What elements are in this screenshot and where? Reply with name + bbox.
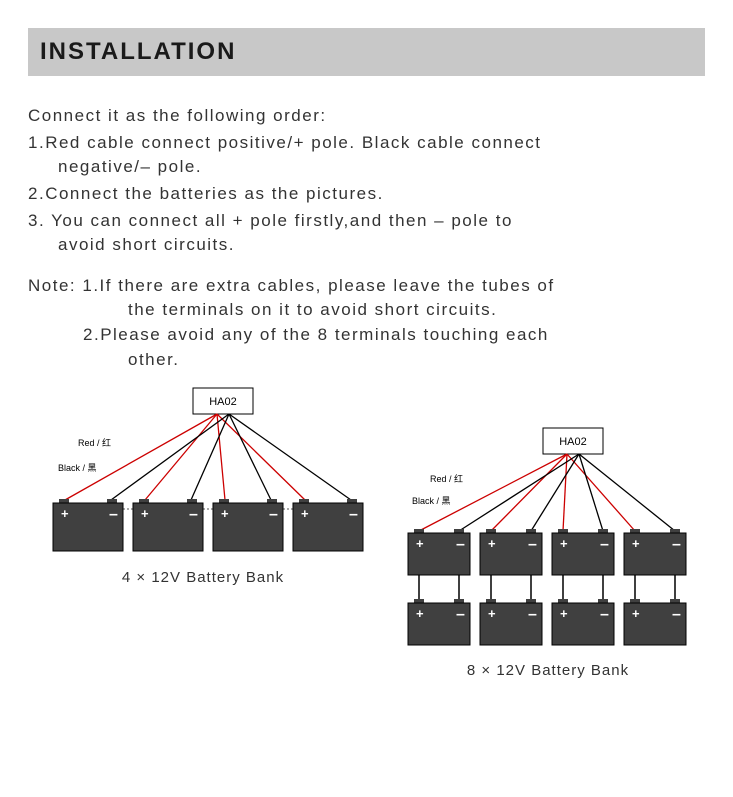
svg-text:+: +	[632, 606, 640, 621]
svg-text:+: +	[221, 506, 229, 521]
header-bar: INSTALLATION	[28, 28, 705, 76]
svg-text:Red / 红: Red / 红	[78, 437, 111, 448]
svg-text:–: –	[600, 536, 609, 553]
svg-text:+: +	[560, 606, 568, 621]
svg-text:–: –	[672, 536, 681, 553]
svg-text:Black / 黑: Black / 黑	[58, 463, 97, 473]
svg-text:+: +	[301, 506, 309, 521]
svg-text:+: +	[61, 506, 69, 521]
svg-text:+: +	[416, 536, 424, 551]
intro-text: Connect it as the following order:	[28, 104, 705, 129]
svg-text:–: –	[600, 606, 609, 623]
svg-text:HA02: HA02	[209, 396, 237, 408]
diagram-8x12v-svg: HA02 Red / 红 Black / 黑 + – + – + – + – + – + – + – + –	[388, 418, 708, 656]
svg-text:+: +	[488, 536, 496, 551]
svg-text:–: –	[109, 506, 118, 523]
note-1: Note: 1.If there are extra cables, pleas…	[28, 274, 705, 323]
svg-text:–: –	[528, 606, 537, 623]
svg-text:+: +	[416, 606, 424, 621]
svg-text:Black / 黑: Black / 黑	[412, 496, 451, 506]
step-3: 3. You can connect all + pole firstly,an…	[28, 209, 705, 258]
instructions-block: Connect it as the following order: 1.Red…	[28, 104, 705, 372]
svg-text:–: –	[456, 536, 465, 553]
svg-text:+: +	[141, 506, 149, 521]
step-2: 2.Connect the batteries as the pictures.	[28, 182, 705, 207]
diagram-4x12v: HA02 Red / 红 Black / 黑 + – + – + – + – 4 × 12V Bat…	[28, 378, 378, 586]
step-1: 1.Red cable connect positive/+ pole. Bla…	[28, 131, 705, 180]
svg-text:–: –	[456, 606, 465, 623]
svg-text:+: +	[560, 536, 568, 551]
svg-text:–: –	[672, 606, 681, 623]
diagram-4x12v-svg: HA02 Red / 红 Black / 黑 + – + – + – + –	[28, 378, 378, 563]
svg-text:+: +	[488, 606, 496, 621]
svg-text:–: –	[528, 536, 537, 553]
diagram-8x12v: HA02 Red / 红 Black / 黑 + – + – + – + – + – + – + – + – 8 ×…	[388, 418, 708, 679]
svg-text:Red / 红: Red / 红	[430, 473, 463, 484]
svg-text:HA02: HA02	[559, 436, 587, 448]
diagrams-row: HA02 Red / 红 Black / 黑 + – + – + – + – 4 × 12V Bat…	[28, 378, 705, 679]
note-2: 2.Please avoid any of the 8 terminals to…	[28, 323, 705, 372]
svg-text:–: –	[189, 506, 198, 523]
diagram-4x12v-caption: 4 × 12V Battery Bank	[28, 569, 378, 586]
diagram-8x12v-caption: 8 × 12V Battery Bank	[388, 662, 708, 679]
note-block: Note: 1.If there are extra cables, pleas…	[28, 274, 705, 373]
svg-text:+: +	[632, 536, 640, 551]
svg-text:–: –	[269, 506, 278, 523]
svg-text:–: –	[349, 506, 358, 523]
page-title: INSTALLATION	[40, 38, 693, 66]
